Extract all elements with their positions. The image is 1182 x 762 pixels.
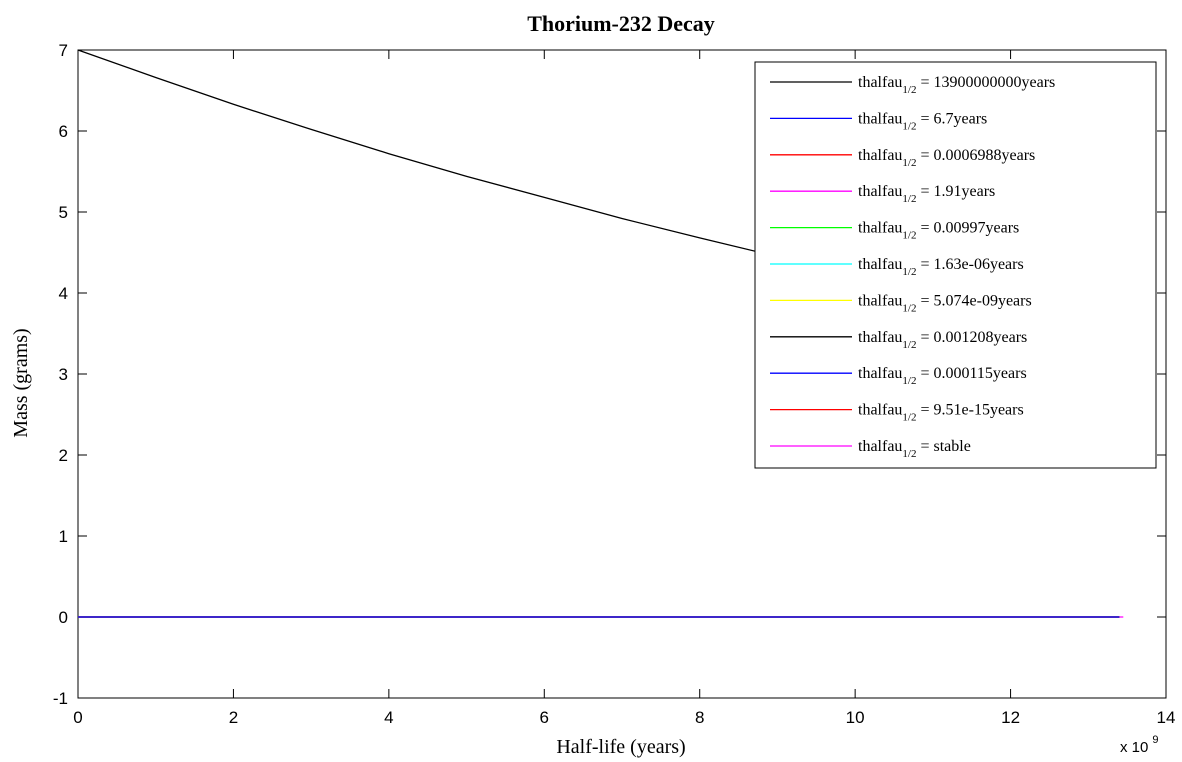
series-line <box>77 49 778 258</box>
legend-entry-subscript: 1/2 <box>902 412 916 424</box>
legend-entry: thalfau1/2 = 0.001208years <box>858 329 1027 351</box>
legend-entry-prefix: thalfau <box>858 256 902 273</box>
legend-entry-subscript: 1/2 <box>902 302 916 314</box>
legend-entry-prefix: thalfau <box>858 292 902 309</box>
y-tick-label: 5 <box>59 203 68 222</box>
x-axis-exponent-base: x 10 <box>1120 739 1148 756</box>
legend-entry-subscript: 1/2 <box>902 448 916 460</box>
x-tick-label: 8 <box>695 708 704 727</box>
y-tick-label: 3 <box>59 365 68 384</box>
legend-entry: thalfau1/2 = 0.0006988years <box>858 147 1035 169</box>
x-tick-label: 6 <box>540 708 549 727</box>
x-tick-label: 10 <box>846 708 865 727</box>
legend-entry-value: = 1.91years <box>916 183 995 200</box>
legend-entry-subscript: 1/2 <box>902 230 916 242</box>
legend-entry-prefix: thalfau <box>858 438 902 455</box>
x-axis-label: Half-life (years) <box>556 736 685 758</box>
legend-entry-prefix: thalfau <box>858 74 902 91</box>
legend-entry-prefix: thalfau <box>858 183 902 200</box>
x-tick-label: 2 <box>229 708 238 727</box>
legend-entry-subscript: 1/2 <box>902 120 916 132</box>
legend-entry-subscript: 1/2 <box>902 266 916 278</box>
legend-entry-subscript: 1/2 <box>902 375 916 387</box>
legend-entry-subscript: 1/2 <box>902 193 916 205</box>
legend-entry-subscript: 1/2 <box>902 84 916 96</box>
legend-entry-prefix: thalfau <box>858 329 902 346</box>
y-tick-label: 4 <box>59 284 68 303</box>
legend-entry-value: = 0.001208years <box>916 329 1027 346</box>
legend-entry-subscript: 1/2 <box>902 157 916 169</box>
x-axis-exponent-power: 9 <box>1152 734 1158 746</box>
y-tick-label: -1 <box>53 689 68 708</box>
legend-entry: thalfau1/2 = 6.7years <box>858 110 987 132</box>
x-tick-label: 0 <box>73 708 82 727</box>
x-axis: 0 2 4 6 8 10 12 14 <box>73 50 1175 727</box>
x-tick-label: 4 <box>384 708 393 727</box>
legend-entry-value: = stable <box>916 438 970 455</box>
legend-entry-value: = 13900000000years <box>916 74 1055 91</box>
y-tick-label: 2 <box>59 446 68 465</box>
legend-entry-prefix: thalfau <box>858 402 902 419</box>
legend-entry-subscript: 1/2 <box>902 339 916 351</box>
legend: thalfau1/2 = 13900000000yearsthalfau1/2 … <box>754 61 1157 469</box>
legend-box <box>754 61 1157 469</box>
legend-entry-value: = 5.074e-09years <box>916 292 1031 309</box>
y-tick-label: 0 <box>59 608 68 627</box>
legend-entry-value: = 1.63e-06years <box>916 256 1023 273</box>
legend-entry: thalfau1/2 = 0.000115years <box>858 365 1027 387</box>
y-axis: -1 0 1 2 3 4 5 6 7 <box>53 41 1166 708</box>
legend-entry: thalfau1/2 = 0.00997years <box>858 220 1019 242</box>
legend-entry-value: = 0.0006988years <box>916 147 1035 164</box>
legend-entry-prefix: thalfau <box>858 110 902 127</box>
legend-entry: thalfau1/2 = 1.91years <box>858 183 995 205</box>
chart-title: Thorium-232 Decay <box>527 11 715 36</box>
legend-entry-value: = 6.7years <box>916 110 987 127</box>
series-layer <box>77 49 1124 618</box>
legend-entry-prefix: thalfau <box>858 365 902 382</box>
y-axis-label: Mass (grams) <box>10 328 32 437</box>
y-tick-label: 7 <box>59 41 68 60</box>
legend-entry: thalfau1/2 = 13900000000years <box>858 74 1055 96</box>
y-tick-label: 6 <box>59 122 68 141</box>
legend-entry-value: = 9.51e-15years <box>916 402 1023 419</box>
x-axis-exponent: x 10 9 <box>1120 734 1158 756</box>
x-tick-label: 14 <box>1157 708 1176 727</box>
legend-entry: thalfau1/2 = 1.63e-06years <box>858 256 1024 278</box>
legend-entry-value: = 0.00997years <box>916 220 1019 237</box>
legend-entry-value: = 0.000115years <box>916 365 1026 382</box>
y-tick-label: 1 <box>59 527 68 546</box>
legend-entry: thalfau1/2 = 9.51e-15years <box>858 402 1024 424</box>
legend-entry: thalfau1/2 = 5.074e-09years <box>858 292 1032 314</box>
legend-entry-prefix: thalfau <box>858 147 902 164</box>
legend-entry: thalfau1/2 = stable <box>858 438 971 460</box>
legend-entry-prefix: thalfau <box>858 220 902 237</box>
x-tick-label: 12 <box>1001 708 1020 727</box>
